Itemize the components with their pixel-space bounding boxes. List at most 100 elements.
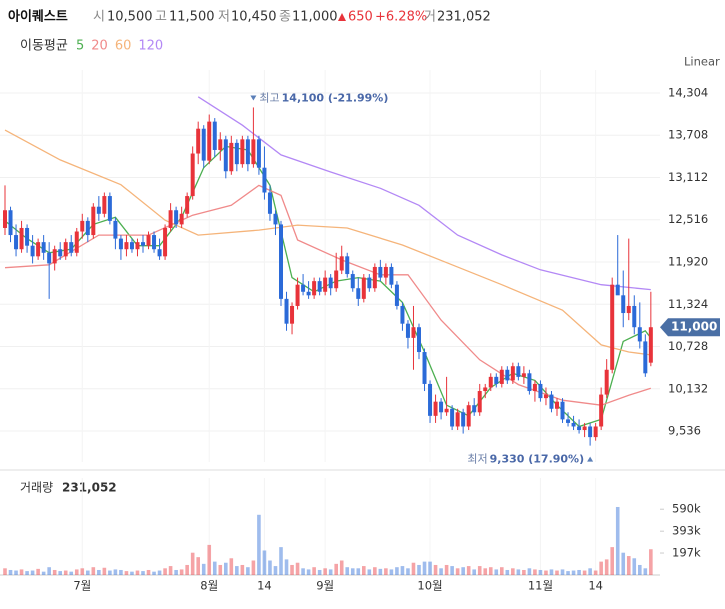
volume-bar: [301, 568, 305, 575]
candle-body: [417, 327, 421, 353]
candle-body: [284, 298, 289, 324]
candle-body: [124, 242, 129, 250]
candle-body: [267, 192, 272, 214]
candle-body: [367, 277, 372, 289]
volume-bar: [14, 570, 18, 575]
candle-body: [372, 266, 377, 289]
volume-bar: [483, 568, 488, 575]
volume-bar: [47, 567, 51, 575]
candle-body: [637, 327, 642, 342]
x-tick-label: 10월: [417, 579, 442, 593]
volume-bar: [185, 564, 189, 575]
volume-bar: [196, 557, 200, 575]
high-value: 11,500: [169, 10, 215, 25]
volume-bar: [152, 571, 156, 575]
volume-bar: [566, 571, 570, 575]
volume-bar: [63, 570, 68, 575]
volume-bar: [218, 564, 223, 575]
volume-bar: [505, 569, 510, 575]
candle-body: [488, 376, 493, 388]
volume-bar: [621, 552, 626, 575]
volume-bar: [632, 558, 637, 575]
candle-body: [25, 227, 30, 246]
volume-bar: [179, 569, 184, 575]
change-value: 650: [348, 10, 373, 25]
volume-bar: [362, 566, 366, 575]
volume-bar: [593, 570, 598, 575]
candle-body: [428, 383, 433, 416]
candle-body: [527, 373, 532, 392]
candle-body: [102, 196, 107, 214]
volume-bar: [91, 567, 96, 575]
volume-bar: [19, 569, 24, 575]
candle-body: [494, 376, 499, 384]
volume-bar: [201, 563, 206, 575]
volume-bar: [560, 569, 565, 575]
candle-body: [499, 369, 504, 384]
volume-bar: [610, 547, 614, 575]
change-percent: +6.28%: [375, 10, 427, 25]
volume-bar: [41, 571, 46, 575]
candle-body: [450, 408, 455, 427]
volume-bar: [477, 566, 482, 575]
volume-bar: [251, 560, 256, 575]
y-tick-label: 12,516: [668, 212, 708, 226]
candle-body: [91, 206, 96, 236]
candle-body: [615, 284, 620, 296]
volume-bar: [317, 569, 322, 575]
volume-bar: [135, 570, 140, 575]
candle-body: [345, 256, 350, 275]
candle-body: [411, 327, 416, 338]
volume-bar: [295, 562, 300, 575]
volume-bar: [25, 571, 29, 575]
volume-bar: [555, 570, 559, 575]
candle-body: [405, 323, 410, 338]
candle-body: [555, 401, 559, 409]
x-tick-label: 14: [588, 579, 603, 593]
up-arrow: [338, 13, 346, 21]
volume-bar: [174, 569, 178, 575]
legend-entry: 60: [115, 39, 132, 54]
open-value: 10,500: [107, 10, 153, 25]
candle-body: [174, 210, 179, 225]
volume-bar: [124, 571, 129, 575]
candle-body: [621, 295, 626, 314]
candle-body: [483, 387, 488, 392]
volume-bar: [472, 569, 476, 575]
volume-bar: [461, 567, 465, 575]
price-badge: [660, 318, 720, 337]
moving-average-line: [4, 129, 651, 356]
legend-entry: 20: [91, 39, 108, 54]
candle-body: [521, 373, 526, 377]
candle-body: [400, 305, 405, 324]
y-tick-label: 10,132: [668, 381, 708, 395]
volume-bar: [466, 566, 471, 575]
volume-bar: [516, 569, 521, 575]
candle-body: [135, 242, 140, 250]
volume-bar: [339, 560, 344, 575]
candle-body: [279, 224, 283, 299]
candle-body: [422, 352, 427, 384]
candle-body: [356, 288, 361, 299]
y-tick-label: 13,708: [668, 128, 708, 142]
candle-body: [107, 196, 112, 221]
volume-value: 231,052: [437, 10, 491, 25]
candle-body: [610, 284, 615, 370]
candle-body: [185, 196, 190, 214]
volume-bar: [8, 569, 13, 575]
annotation-label: 최고: [259, 91, 279, 104]
volume-bar: [97, 569, 101, 575]
candle-body: [599, 394, 604, 427]
y-tick-label: 11,920: [668, 254, 708, 268]
low-value: 10,450: [231, 10, 277, 25]
candle-body: [157, 249, 162, 257]
candle-body: [179, 213, 184, 225]
candle-body: [461, 412, 466, 427]
volume-bar: [229, 558, 234, 575]
candle-body: [455, 412, 460, 427]
x-tick-label: 9월: [316, 579, 334, 593]
volume-bar: [58, 571, 62, 575]
candle-body: [532, 383, 537, 392]
volume-bar: [599, 561, 603, 575]
